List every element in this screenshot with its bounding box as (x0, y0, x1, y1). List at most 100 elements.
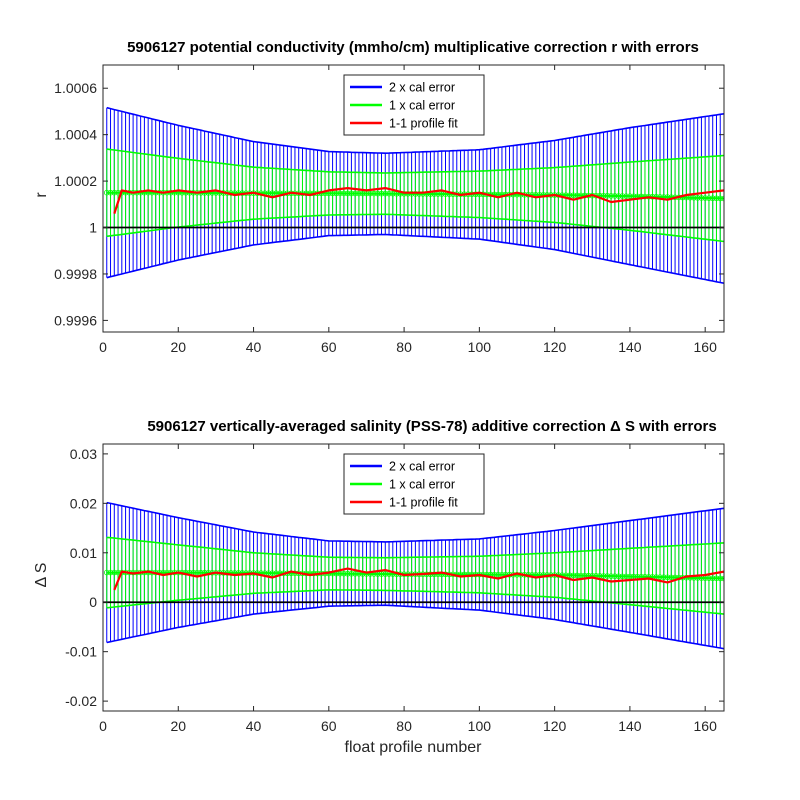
fit-center-marker (367, 190, 374, 197)
legend-label: 1 x cal error (389, 99, 455, 113)
fit-center-marker (702, 195, 708, 201)
fit-center-marker (495, 571, 501, 578)
axes-box (102, 64, 725, 333)
fit-center-marker (706, 575, 712, 581)
fit-center-marker (337, 190, 343, 197)
error-envelope-upper (106, 148, 724, 174)
y-tick-label: 0.9996 (54, 312, 97, 328)
fit-center-marker (374, 190, 381, 197)
fit-center-marker (389, 190, 396, 197)
fit-center-marker (352, 570, 358, 577)
fit-center-marker (194, 569, 200, 576)
x-tick-label: 20 (170, 339, 186, 355)
fit-center-marker (627, 193, 633, 199)
legend-label: 1 x cal error (389, 478, 455, 492)
fit-center-marker (612, 193, 618, 199)
fit-center-marker (378, 190, 385, 197)
plot-content (103, 106, 724, 284)
x-tick-label: 60 (321, 339, 337, 355)
fit-center-marker (382, 571, 389, 577)
y-axis-label: Δ S (33, 563, 50, 588)
x-tick-label: 0 (99, 339, 107, 355)
error-envelope-lower (106, 233, 724, 284)
y-tick-label: 1.0004 (54, 127, 97, 143)
fit-center-marker (344, 570, 351, 577)
panel-title: 5906127 vertically-averaged salinity (PS… (147, 418, 716, 435)
x-tick-label: 0 (99, 718, 107, 734)
error-envelope-upper (106, 536, 724, 559)
fit-center-marker (382, 190, 389, 197)
fit-center-marker (713, 195, 720, 202)
fit-center-marker (408, 191, 415, 197)
fit-center-marker (566, 572, 573, 579)
error-envelope-upper (106, 106, 724, 155)
x-tick-label: 160 (694, 718, 718, 734)
fit-center-marker (348, 570, 355, 577)
fit-center-marker (416, 191, 422, 197)
fit-center-marker (438, 191, 445, 197)
fit-center-marker (709, 575, 716, 582)
y-tick-label: -0.01 (65, 644, 97, 660)
x-tick-label: 40 (246, 339, 262, 355)
error-envelope-lower (106, 213, 724, 243)
plot-content (103, 501, 724, 650)
fit-center-marker (356, 190, 362, 197)
fit-center-marker (660, 574, 667, 581)
x-tick-label: 160 (694, 339, 718, 355)
x-tick-label: 20 (170, 718, 186, 734)
fit-center-marker (615, 193, 622, 199)
fit-center-marker (348, 190, 355, 197)
x-axis-label: float profile number (345, 739, 483, 756)
x-tick-label: 100 (468, 718, 492, 734)
fit-center-marker (341, 570, 347, 577)
fit-center-marker (269, 190, 276, 197)
conductivity-correction-panel: 5906127 potential conductivity (mmho/cm)… (33, 39, 725, 355)
x-tick-label: 80 (396, 339, 412, 355)
fit-center-marker (623, 573, 629, 580)
fit-center-marker (664, 574, 671, 581)
fit-center-marker (269, 570, 276, 576)
fit-center-marker (103, 569, 110, 576)
fit-center-marker (668, 574, 675, 581)
fit-center-marker (344, 190, 351, 197)
y-tick-label: 1 (89, 220, 97, 236)
axes-box (102, 443, 725, 712)
profile-fit-line (113, 567, 724, 591)
error-envelope-lower (106, 589, 724, 615)
legend: 2 x cal error 1 x cal error 1-1 profile fi… (343, 453, 485, 515)
legend-label: 1-1 profile fit (389, 117, 458, 131)
fit-center-marker (619, 193, 626, 199)
y-tick-label: 0.9998 (54, 266, 97, 282)
y-tick-label: -0.02 (65, 693, 97, 709)
fit-center-marker (612, 573, 618, 580)
panel-title: 5906127 potential conductivity (mmho/cm)… (127, 39, 699, 56)
x-tick-label: 80 (396, 718, 412, 734)
x-tick-label: 100 (468, 339, 492, 355)
y-tick-label: 0.03 (70, 446, 97, 462)
fit-center-marker (265, 570, 272, 576)
fit-center-marker (111, 189, 118, 196)
x-tick-label: 120 (543, 339, 567, 355)
fit-center-marker (341, 190, 347, 197)
fit-center-marker (615, 573, 622, 580)
fit-center-marker (107, 189, 114, 196)
fit-center-marker (420, 191, 426, 197)
fit-center-marker (103, 189, 110, 196)
y-axis-label: r (33, 192, 50, 198)
salinity-correction-panel: 5906127 vertically-averaged salinity (PS… (33, 418, 725, 756)
fit-center-marker (359, 190, 366, 197)
y-tick-label: 0.01 (70, 545, 97, 561)
y-tick-label: 1.0002 (54, 173, 97, 189)
x-tick-label: 40 (246, 718, 262, 734)
legend: 2 x cal error 1 x cal error 1-1 profile fi… (343, 74, 485, 136)
y-tick-label: 0 (89, 594, 97, 610)
error-envelope-lower (106, 604, 724, 650)
fit-center-marker (604, 573, 611, 579)
fit-center-marker (604, 193, 611, 199)
fit-center-marker (352, 190, 358, 197)
x-tick-label: 140 (618, 718, 642, 734)
fit-center-marker (657, 574, 663, 580)
fit-center-marker (107, 569, 114, 576)
fit-center-marker (717, 195, 724, 202)
